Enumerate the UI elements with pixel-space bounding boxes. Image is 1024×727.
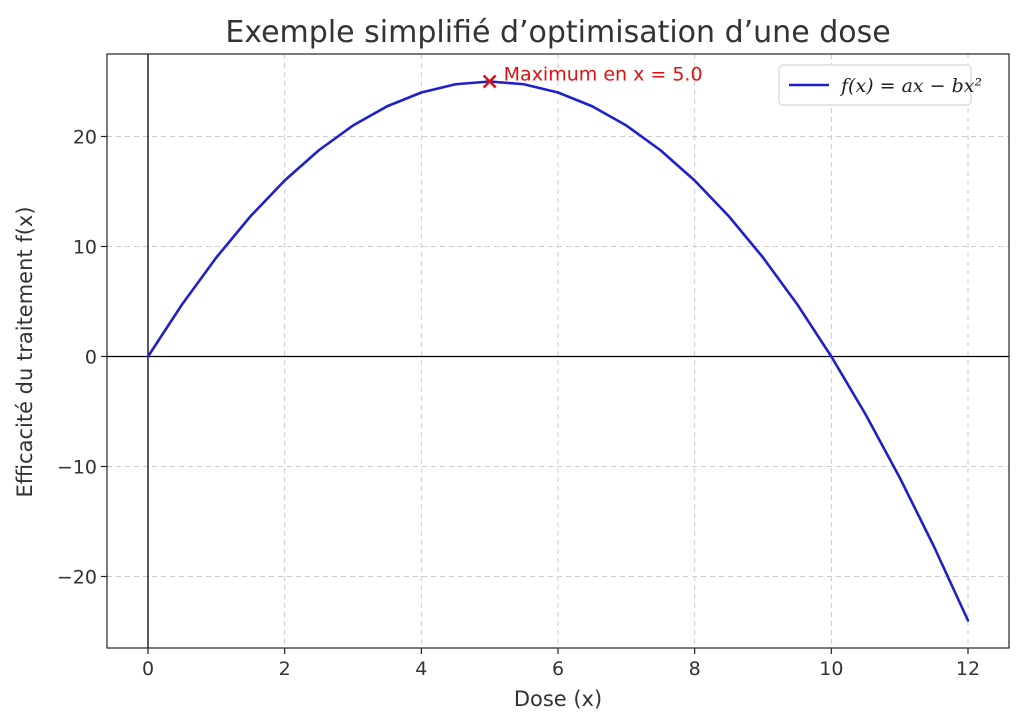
x-tick-label: 6 bbox=[552, 658, 564, 680]
legend-box bbox=[778, 64, 972, 106]
zero-lines bbox=[107, 54, 1009, 648]
legend: f(x) = ax − bx² bbox=[778, 64, 982, 106]
grid bbox=[107, 54, 1009, 648]
y-tick-label: 0 bbox=[85, 347, 97, 369]
max-marker-stroke bbox=[482, 74, 497, 89]
legend-label: f(x) = ax − bx² bbox=[839, 75, 982, 97]
x-tick-label: 8 bbox=[689, 658, 701, 680]
x-axis-label: Dose (x) bbox=[514, 687, 602, 711]
annotation-layer: Maximum en x = 5.0 bbox=[482, 64, 703, 89]
y-tick-label: 10 bbox=[73, 237, 97, 259]
y-tick-label: −10 bbox=[57, 457, 97, 479]
y-axis-ticks: −20 −10 0 10 20 bbox=[57, 127, 107, 589]
x-axis-ticks: 0 2 4 6 8 10 12 bbox=[142, 648, 980, 680]
y-axis-label: Efficacité du traitement f(x) bbox=[13, 206, 37, 497]
y-tick-label: 20 bbox=[73, 127, 97, 149]
x-tick-label: 12 bbox=[956, 658, 980, 680]
series-line bbox=[146, 80, 970, 622]
x-tick-label: 0 bbox=[142, 658, 154, 680]
x-tick-label: 4 bbox=[415, 658, 427, 680]
chart-title: Exemple simplifié d’optimisation d’une d… bbox=[225, 15, 890, 50]
max-annotation-label: Maximum en x = 5.0 bbox=[504, 64, 703, 86]
x-tick-label: 10 bbox=[819, 658, 843, 680]
x-tick-label: 2 bbox=[279, 658, 291, 680]
series-layer bbox=[146, 80, 970, 622]
y-tick-label: −20 bbox=[57, 567, 97, 589]
